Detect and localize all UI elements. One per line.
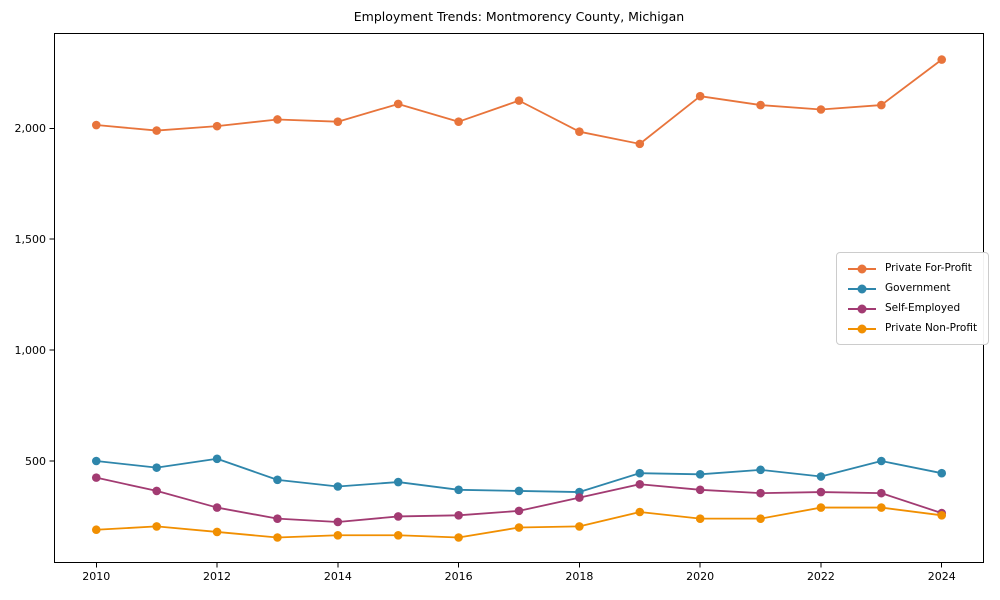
legend-label: Private For-Profit: [885, 262, 972, 274]
data-point-government-2012: [212, 454, 222, 464]
data-point-private-for-profit-2020: [695, 91, 705, 101]
data-point-private-non-profit-2019: [635, 507, 645, 517]
data-point-private-non-profit-2020: [695, 514, 705, 523]
data-point-private-non-profit-2013: [273, 533, 282, 542]
legend-item-private-non-profit: Private Non-Profit: [848, 322, 977, 335]
data-point-private-for-profit-2013: [273, 115, 282, 124]
data-point-private-for-profit-2016: [454, 117, 463, 127]
legend-item-private-for-profit: Private For-Profit: [848, 262, 977, 275]
legend-label: Private Non-Profit: [885, 322, 978, 334]
data-point-government-2010: [91, 456, 101, 466]
data-point-government-2017: [514, 486, 524, 496]
data-point-government-2011: [152, 463, 161, 472]
legend-marker-line: [848, 324, 876, 333]
data-point-self-employed-2013: [273, 514, 282, 523]
data-point-government-2024: [937, 468, 947, 478]
data-point-private-non-profit-2014: [333, 530, 343, 540]
data-point-government-2021: [756, 465, 765, 475]
legend-marker-dot: [857, 264, 867, 273]
data-point-private-non-profit-2024: [937, 511, 947, 520]
x-tick-label: 2014: [324, 570, 352, 583]
data-point-private-for-profit-2015: [393, 99, 403, 109]
data-point-self-employed-2022: [816, 487, 826, 497]
data-point-private-for-profit-2010: [91, 120, 101, 130]
data-point-self-employed-2010: [91, 473, 101, 482]
data-point-government-2019: [635, 468, 645, 478]
chart-legend: Private For-Profit Government Self-Employe…: [836, 252, 990, 345]
data-point-government-2022: [816, 472, 826, 481]
data-point-private-non-profit-2017: [514, 523, 524, 532]
data-point-self-employed-2014: [333, 517, 343, 527]
data-point-self-employed-2015: [393, 512, 403, 521]
data-point-private-non-profit-2016: [454, 533, 463, 542]
legend-marker-dot: [857, 304, 867, 313]
data-point-self-employed-2020: [695, 485, 705, 495]
data-point-private-non-profit-2011: [152, 522, 161, 531]
x-tick-label: 2022: [807, 570, 835, 583]
chart-title: Employment Trends: Montmorency County, M…: [353, 9, 685, 24]
legend-marker-dot: [857, 324, 867, 333]
data-point-private-for-profit-2014: [333, 117, 343, 127]
data-point-private-for-profit-2019: [635, 139, 645, 149]
x-tick-label: 2012: [203, 570, 231, 583]
legend-marker-line: [848, 284, 876, 293]
x-tick-label: 2016: [445, 570, 473, 583]
data-point-private-for-profit-2023: [877, 100, 886, 110]
legend-label: Government: [885, 282, 951, 294]
legend-marker-line: [848, 264, 876, 273]
data-point-private-for-profit-2021: [756, 100, 765, 110]
data-point-self-employed-2011: [152, 486, 161, 496]
data-point-government-2014: [333, 482, 343, 491]
legend-item-self-employed: Self-Employed: [848, 302, 977, 315]
data-point-self-employed-2012: [212, 503, 222, 512]
x-tick-label: 2020: [686, 570, 714, 583]
data-point-private-non-profit-2015: [393, 530, 403, 540]
data-point-government-2015: [393, 477, 403, 487]
x-tick-label: 2018: [565, 570, 593, 583]
data-point-private-non-profit-2012: [212, 527, 222, 537]
data-point-self-employed-2019: [635, 479, 645, 489]
data-point-private-non-profit-2021: [756, 514, 765, 523]
legend-label: Self-Employed: [885, 302, 961, 314]
x-tick-label: 2010: [82, 570, 110, 583]
data-point-private-non-profit-2022: [816, 503, 826, 512]
data-point-private-non-profit-2018: [575, 522, 584, 531]
data-point-private-for-profit-2022: [816, 105, 826, 114]
legend-marker-dot: [857, 284, 867, 293]
data-point-self-employed-2018: [575, 493, 584, 502]
data-point-private-non-profit-2023: [877, 503, 886, 512]
y-tick-label: 2,000: [15, 122, 47, 135]
legend-marker-line: [848, 304, 876, 313]
series-line-self-employed: [95, 476, 943, 523]
data-point-government-2016: [454, 485, 463, 495]
data-point-government-2020: [695, 469, 705, 479]
data-point-government-2013: [273, 475, 282, 485]
y-tick-label: 500: [25, 455, 46, 468]
y-tick-label: 1,000: [15, 344, 47, 357]
data-point-self-employed-2017: [514, 506, 524, 516]
data-point-private-for-profit-2024: [937, 55, 947, 64]
data-point-self-employed-2016: [454, 511, 463, 520]
data-point-private-for-profit-2018: [575, 127, 584, 136]
data-point-self-employed-2023: [877, 488, 886, 498]
y-tick-label: 1,500: [15, 233, 47, 246]
data-point-private-for-profit-2011: [152, 126, 161, 135]
data-point-self-employed-2021: [756, 488, 765, 498]
data-point-private-for-profit-2017: [514, 96, 524, 105]
data-point-government-2023: [877, 456, 886, 466]
legend-item-government: Government: [848, 282, 977, 295]
data-point-private-non-profit-2010: [91, 525, 101, 535]
x-tick-label: 2024: [928, 570, 956, 583]
data-point-private-for-profit-2012: [212, 121, 222, 131]
